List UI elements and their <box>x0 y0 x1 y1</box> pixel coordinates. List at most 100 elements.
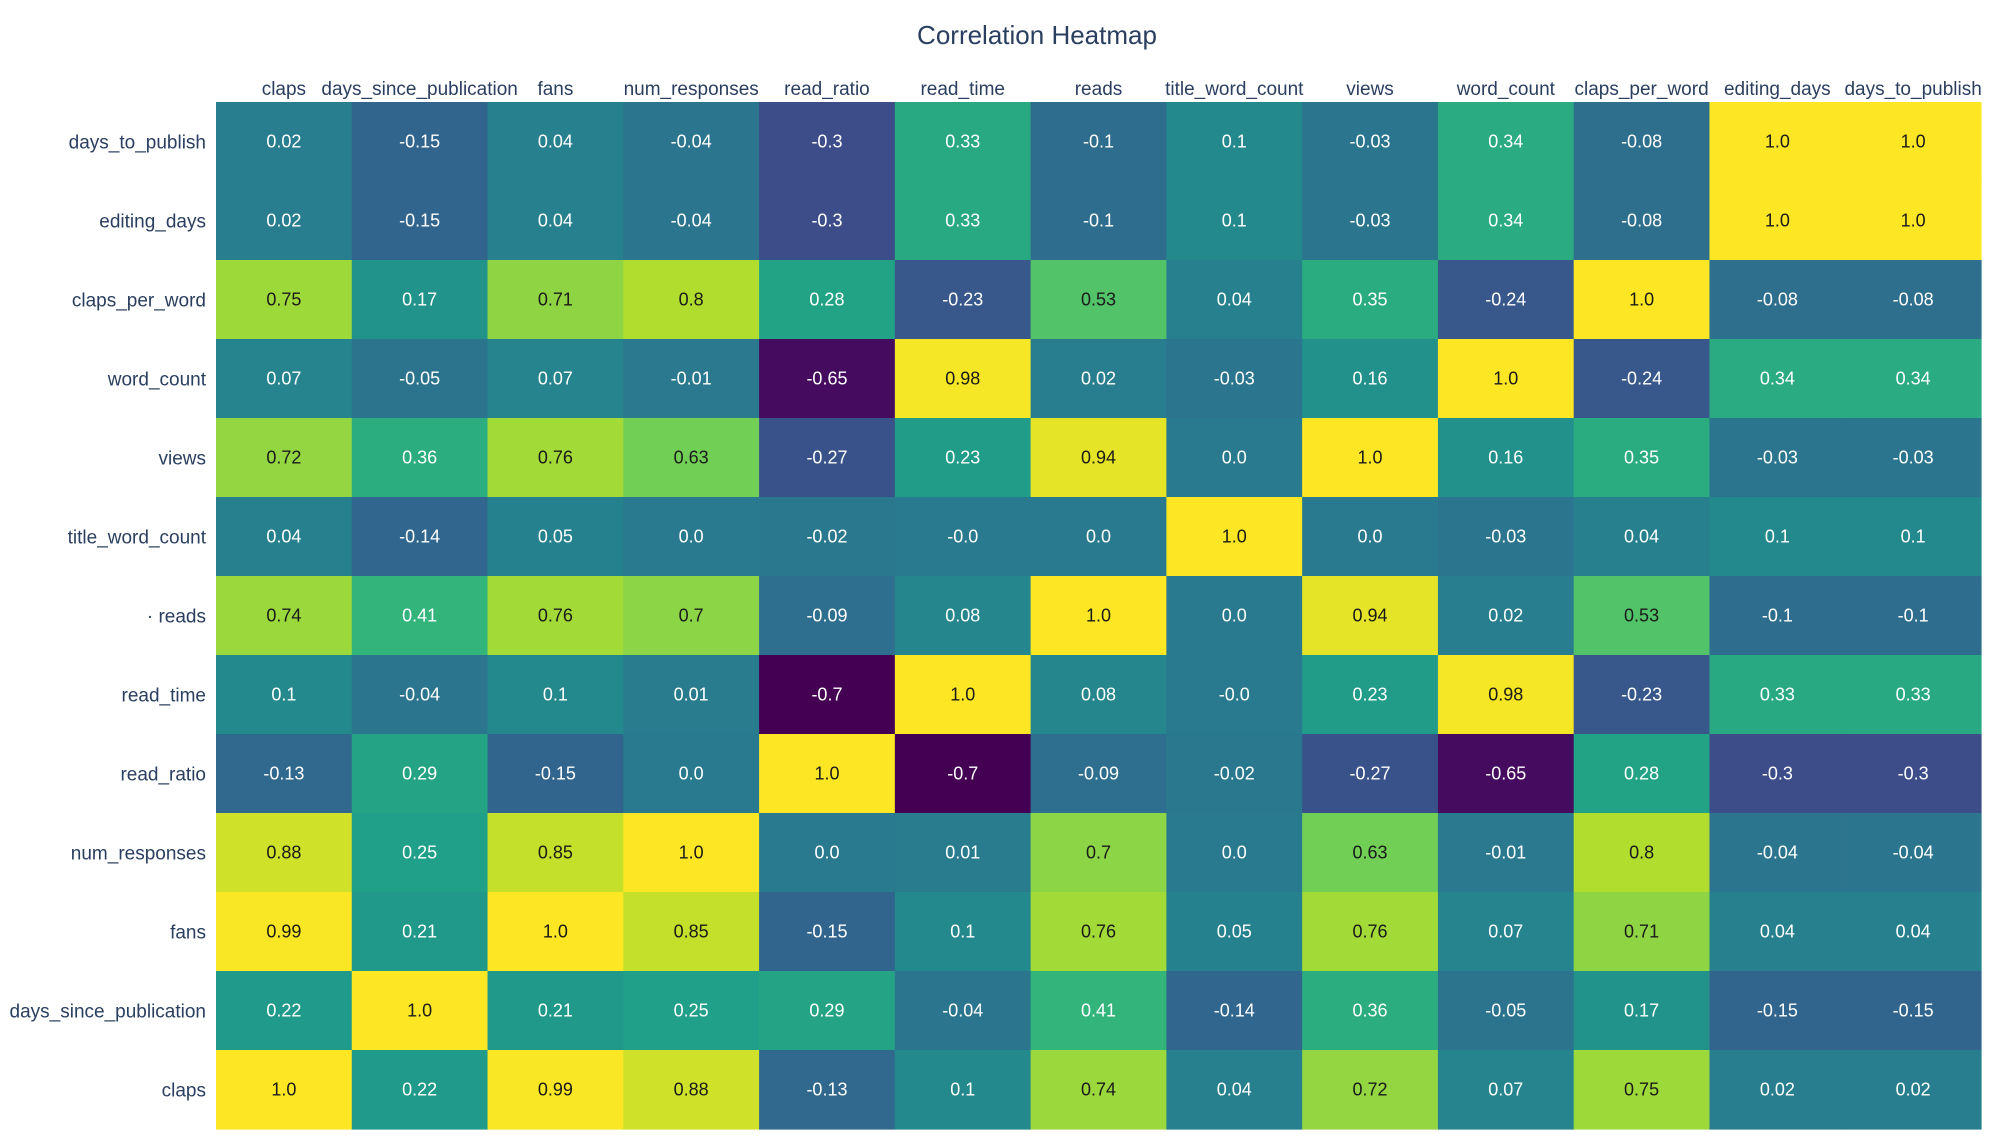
heatmap-cell-label: -0.15 <box>806 922 847 942</box>
heatmap-cell <box>487 102 624 182</box>
heatmap-cell <box>759 181 896 261</box>
heatmap-cell <box>351 1050 489 1130</box>
heatmap-cell <box>1845 102 1982 182</box>
heatmap-cell-label: -0.0 <box>1219 685 1250 705</box>
heatmap-cell <box>216 497 353 577</box>
heatmap-cell-label: 1.0 <box>679 843 704 863</box>
heatmap-cell-label: 0.7 <box>679 606 704 626</box>
heatmap-cell-label: 0.85 <box>538 843 573 863</box>
heatmap-cell <box>759 813 896 893</box>
heatmap-cell <box>1302 971 1439 1051</box>
heatmap-cell-label: -0.03 <box>1214 369 1255 389</box>
heatmap-cell <box>1302 181 1439 261</box>
heatmap-cell-label: -0.24 <box>1485 290 1526 310</box>
heatmap-cell-label: 0.23 <box>945 448 980 468</box>
heatmap-cell-label: 0.74 <box>266 606 301 626</box>
heatmap-cell <box>1709 418 1846 498</box>
heatmap-cell <box>351 734 489 814</box>
heatmap-cell-label: 0.8 <box>1629 843 1654 863</box>
heatmap-cell <box>1437 892 1575 972</box>
heatmap-cell-label: 0.1 <box>1222 132 1247 152</box>
heatmap-cell-label: -0.3 <box>811 211 842 231</box>
heatmap-cell-label: -0.23 <box>942 290 983 310</box>
heatmap-cell <box>216 971 353 1051</box>
heatmap-cell-label: 0.04 <box>1760 922 1795 942</box>
heatmap-cell <box>216 181 353 261</box>
heatmap-cell <box>1709 1050 1846 1130</box>
heatmap-cell <box>1709 655 1846 735</box>
heatmap-cell-label: 0.76 <box>538 448 573 468</box>
heatmap-cell-label: 0.16 <box>1353 369 1388 389</box>
heatmap-cell-label: 0.34 <box>1488 132 1523 152</box>
x-tick-label: num_responses <box>624 79 759 100</box>
heatmap-cell-label: 1.0 <box>814 764 839 784</box>
heatmap-cell-label: -0.13 <box>263 764 304 784</box>
y-axis-tick-labels: days_to_publish editing_days claps_per_wor… <box>10 133 207 1102</box>
heatmap-cell-label: 0.29 <box>402 764 437 784</box>
x-axis-tick-labels: claps days_since_publication fans num_respo… <box>262 79 1982 100</box>
heatmap-cell-label: 1.0 <box>1901 132 1926 152</box>
heatmap-cell <box>1302 339 1439 419</box>
heatmap-cell-label: 0.1 <box>271 685 296 705</box>
heatmap-cell-label: -0.65 <box>1485 764 1526 784</box>
x-tick-label: claps <box>262 79 306 100</box>
heatmap-cell-label: 0.04 <box>1896 922 1931 942</box>
heatmap-cell <box>1845 655 1982 735</box>
heatmap-cell-label: -0.03 <box>1757 448 1798 468</box>
heatmap-cell <box>1166 892 1303 972</box>
heatmap-cell-label: 1.0 <box>1222 527 1247 547</box>
heatmap-cell-label: 0.94 <box>1353 606 1388 626</box>
heatmap-cell-label: 0.21 <box>402 922 437 942</box>
heatmap-cell <box>759 102 896 182</box>
heatmap-cell <box>1302 655 1439 735</box>
heatmap-cell <box>216 102 353 182</box>
heatmap-cell <box>1030 260 1167 340</box>
heatmap-cell-label: 0.76 <box>1081 922 1116 942</box>
heatmap-cell-label: -0.1 <box>1898 606 1929 626</box>
heatmap-cell <box>759 260 896 340</box>
heatmap-cell <box>487 734 624 814</box>
heatmap-cell <box>1166 576 1303 656</box>
heatmap-cell-label: 0.34 <box>1488 211 1523 231</box>
heatmap-cell-label: -0.15 <box>535 764 576 784</box>
heatmap-cell-label: -0.3 <box>1762 764 1793 784</box>
chart-title: Correlation Heatmap <box>917 20 1157 50</box>
heatmap-cell-label: 0.63 <box>1353 843 1388 863</box>
heatmap-cell-label: -0.24 <box>1621 369 1662 389</box>
heatmap-cell <box>216 734 353 814</box>
heatmap-cell <box>351 971 489 1051</box>
heatmap-cell <box>894 260 1032 340</box>
heatmap-cell-label: 0.85 <box>674 922 709 942</box>
heatmap-cell-label: 0.33 <box>945 211 980 231</box>
heatmap-cell-label: 0.35 <box>1624 448 1659 468</box>
heatmap-cell <box>1302 260 1439 340</box>
heatmap-cell <box>1437 260 1575 340</box>
heatmap-cell <box>1845 418 1982 498</box>
heatmap-cell <box>894 734 1032 814</box>
x-tick-label: word_count <box>1456 79 1556 100</box>
heatmap-cell-label: -0.03 <box>1485 527 1526 547</box>
y-tick-label: word_count <box>107 370 207 391</box>
heatmap-cell <box>759 339 896 419</box>
heatmap-cell-label: 0.33 <box>945 132 980 152</box>
heatmap-cell <box>623 655 760 735</box>
heatmap-cell <box>1709 339 1846 419</box>
heatmap-cell <box>216 576 353 656</box>
heatmap-cell-label: -0.15 <box>399 132 440 152</box>
heatmap-cell <box>1437 418 1575 498</box>
y-tick-label: title_word_count <box>68 528 207 549</box>
heatmap-cell <box>1437 181 1575 261</box>
heatmap-cell <box>759 497 896 577</box>
heatmap-cell-label: 0.17 <box>1624 1001 1659 1021</box>
heatmap-cell-label: 0.0 <box>1222 843 1247 863</box>
heatmap-cell-label: -0.08 <box>1621 211 1662 231</box>
heatmap-cell <box>1845 813 1982 893</box>
heatmap-cell-label: 0.1 <box>1901 527 1926 547</box>
heatmap-cell <box>1166 1050 1303 1130</box>
heatmap-cell <box>351 181 489 261</box>
heatmap-cell <box>1030 497 1167 577</box>
heatmap-cell <box>1573 971 1711 1051</box>
heatmap-cell <box>1302 102 1439 182</box>
heatmap-cell-label: 0.1 <box>1222 211 1247 231</box>
heatmap-cell <box>1573 181 1711 261</box>
